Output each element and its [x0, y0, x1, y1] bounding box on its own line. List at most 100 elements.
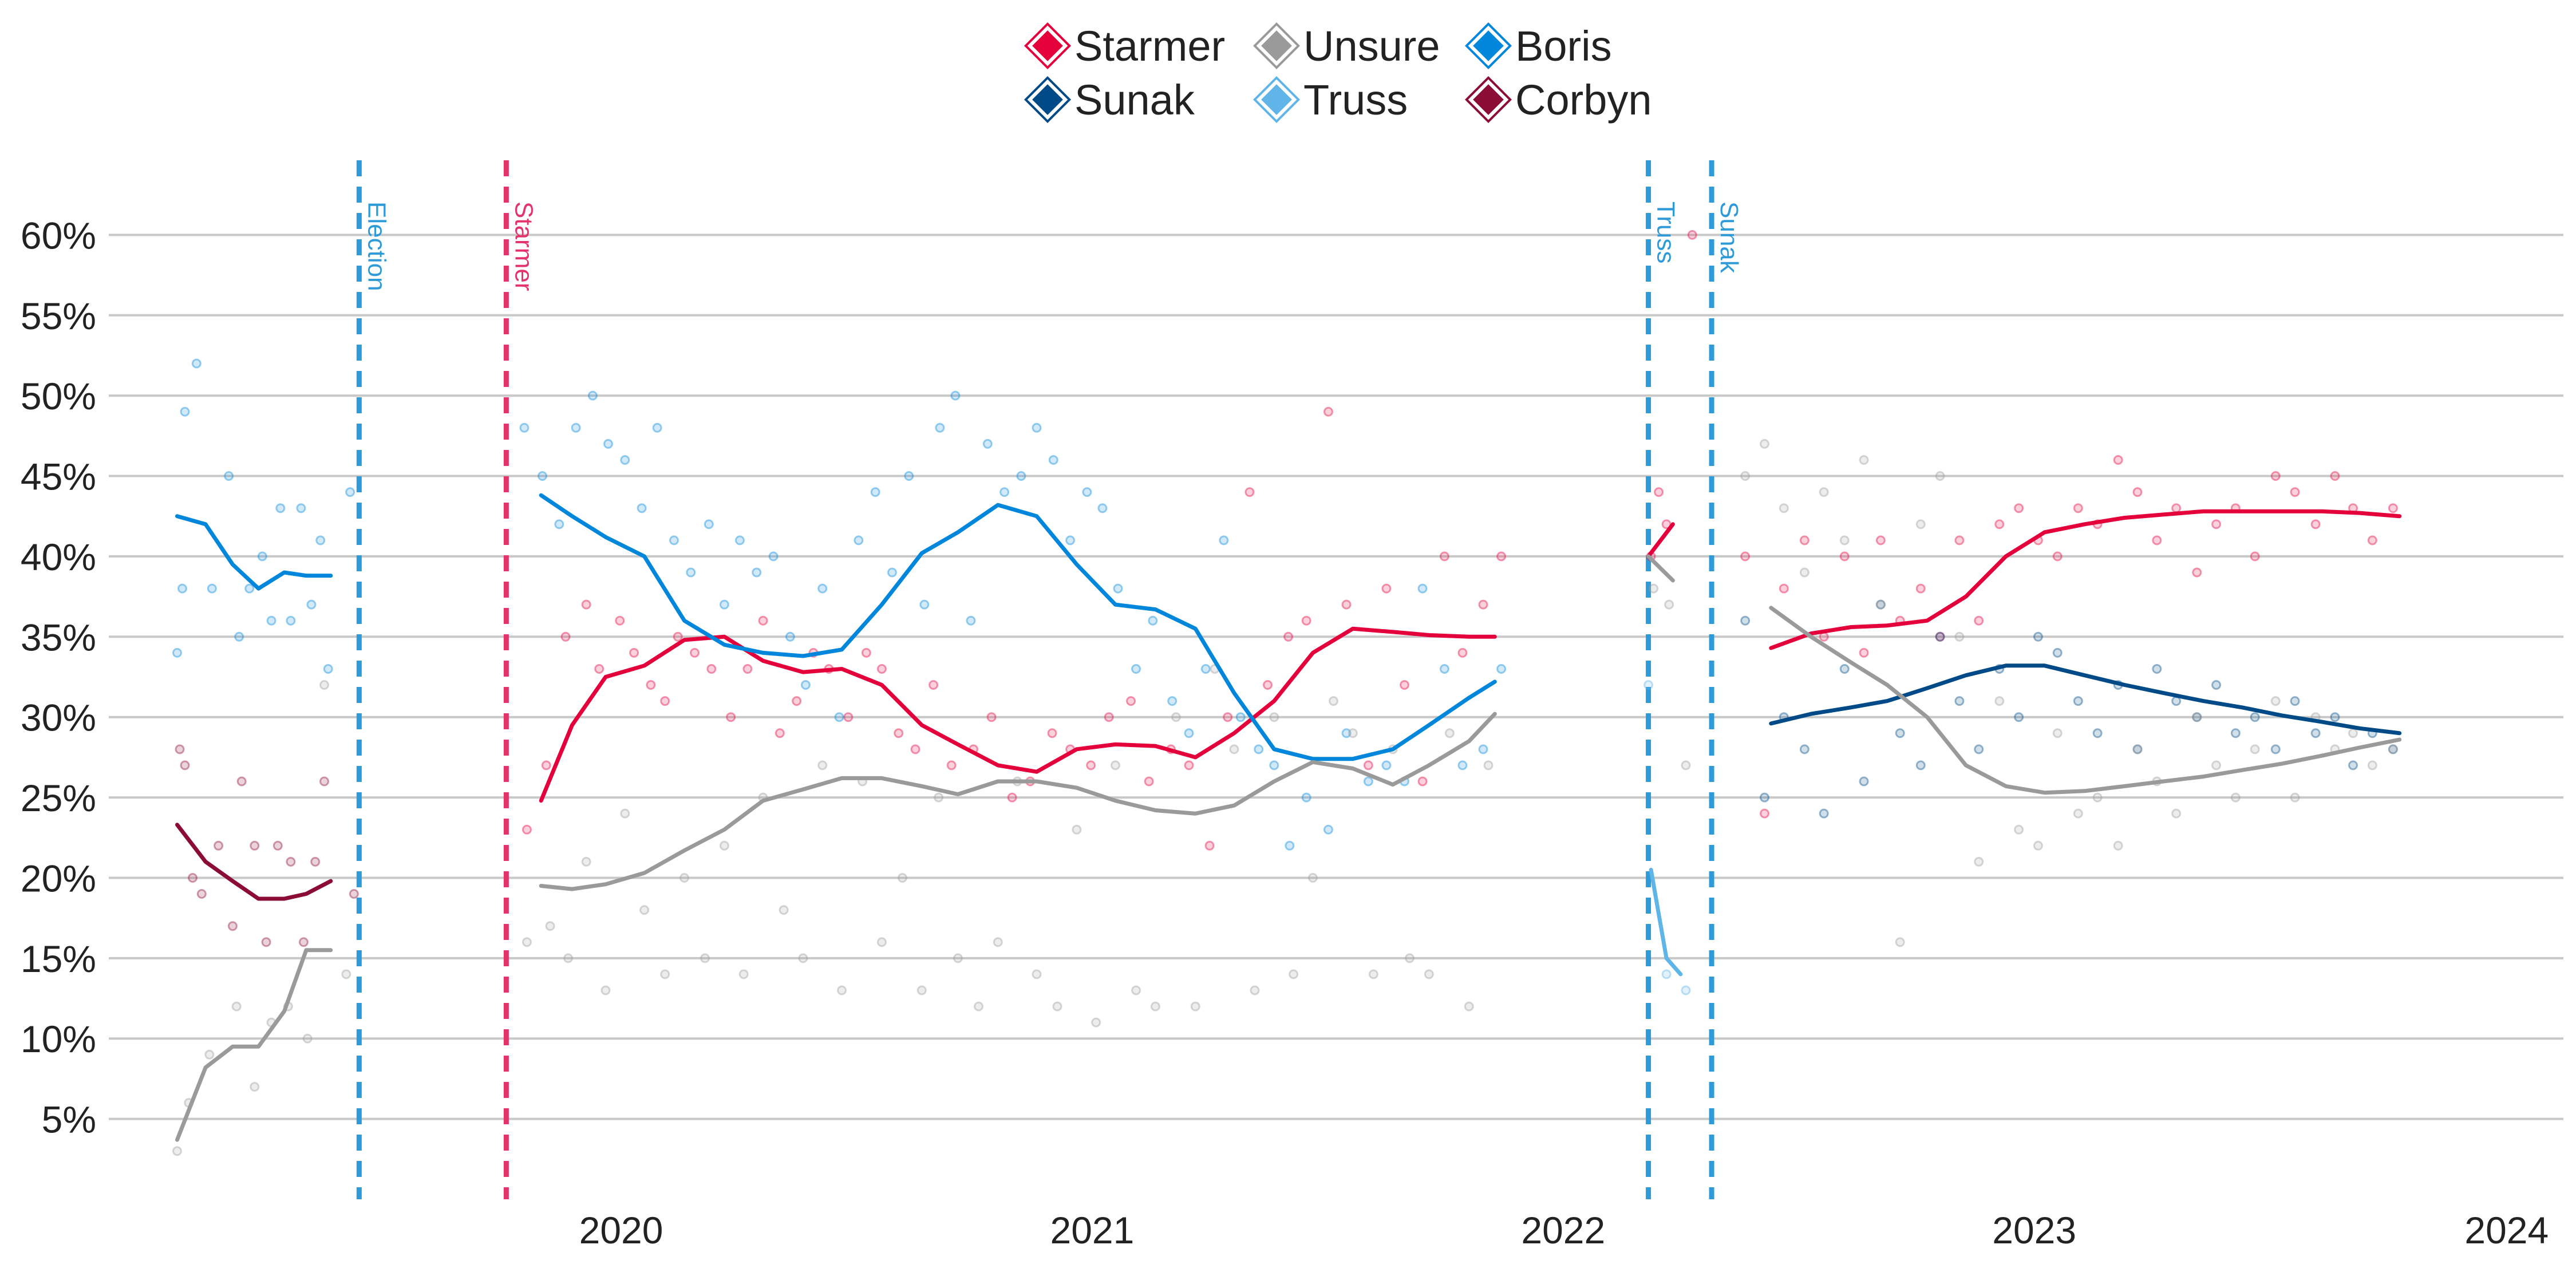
- poll-point-starmer: [2270, 471, 2281, 481]
- poll-point-starmer: [1263, 680, 1273, 690]
- poll-point-boris: [620, 455, 630, 465]
- poll-point-boris: [519, 422, 530, 433]
- poll-point-starmer: [1341, 599, 1352, 610]
- poll-point-boris: [904, 471, 914, 481]
- poll-point-corbyn: [310, 856, 321, 867]
- poll-point-sunak: [1799, 744, 1809, 754]
- legend-label: Truss: [1303, 76, 1408, 124]
- legend-item-boris: Boris: [1468, 22, 1657, 70]
- y-tick-label: 5%: [42, 1099, 96, 1141]
- poll-point-boris: [1200, 663, 1211, 674]
- x-tick-label: 2024: [2464, 1209, 2549, 1251]
- poll-point-sunak: [1915, 760, 1926, 771]
- poll-point-starmer: [894, 728, 904, 738]
- poll-point-boris: [1082, 487, 1092, 497]
- poll-point-boris: [1219, 535, 1229, 546]
- poll-point-starmer: [1417, 776, 1428, 787]
- x-tick-label: 2022: [1521, 1209, 1605, 1251]
- poll-point-boris: [257, 551, 267, 562]
- poll-point-starmer: [2152, 535, 2162, 546]
- poll-point-boris: [1478, 744, 1488, 754]
- poll-point-boris: [800, 680, 811, 690]
- legend-marker-diamond-icon: [1468, 25, 1509, 66]
- poll-point-unsure: [1483, 760, 1494, 771]
- poll-point-unsure: [1681, 760, 1691, 771]
- poll-point-starmer: [2211, 519, 2222, 530]
- poll-point-unsure: [2388, 744, 2398, 754]
- poll-point-unsure: [2348, 728, 2358, 738]
- poll-point-unsure: [876, 937, 887, 947]
- poll-point-boris: [752, 567, 762, 578]
- y-tick-label: 30%: [21, 697, 96, 739]
- poll-point-starmer: [1859, 647, 1869, 658]
- legend-label: Boris: [1515, 22, 1612, 70]
- poll-point-unsure: [600, 985, 611, 995]
- trend-line-sunak: [1769, 663, 2402, 736]
- poll-point-sunak: [2033, 631, 2043, 642]
- poll-point-starmer: [521, 824, 532, 835]
- poll-point-unsure: [1895, 937, 1905, 947]
- poll-point-unsure: [1150, 1001, 1160, 1012]
- poll-point-sunak: [2171, 696, 2182, 706]
- poll-point-sunak: [1954, 696, 1965, 706]
- poll-point-starmer: [1687, 230, 1697, 240]
- poll-point-boris: [966, 615, 976, 626]
- poll-point-corbyn: [298, 937, 309, 947]
- poll-point-boris: [854, 535, 864, 546]
- poll-point-boris: [887, 567, 897, 578]
- poll-point-unsure: [1131, 985, 1141, 995]
- poll-point-boris: [286, 615, 296, 626]
- poll-point-starmer: [1654, 487, 1664, 497]
- poll-point-corbyn: [214, 840, 224, 851]
- poll-point-boris: [1254, 744, 1264, 754]
- y-tick-labels: 5% 10% 15% 20% 25% 30% 35% 40% 45% 50% 55% 60%: [21, 214, 96, 1140]
- poll-point-unsure: [2052, 728, 2063, 738]
- poll-point-corbyn: [261, 937, 271, 947]
- poll-point-corbyn: [349, 889, 359, 899]
- legend-item-starmer: Starmer: [1027, 22, 1257, 70]
- legend-marker-diamond-icon: [1256, 25, 1297, 66]
- poll-point-unsure: [837, 985, 847, 995]
- poll-point-boris: [180, 406, 190, 417]
- poll-point-boris: [1439, 663, 1449, 674]
- poll-point-starmer: [1759, 808, 1769, 819]
- legend-label: Sunak: [1074, 76, 1195, 124]
- poll-point-unsure: [2073, 808, 2083, 819]
- poll-point-starmer: [1104, 712, 1114, 722]
- trend-line-starmer: [539, 626, 1497, 803]
- poll-point-starmer: [742, 663, 753, 674]
- poll-point-truss: [1643, 680, 1654, 690]
- poll-point-boris: [1301, 792, 1311, 803]
- poll-point-sunak: [2230, 728, 2241, 738]
- legend-item-corbyn: Corbyn: [1468, 76, 1657, 124]
- poll-point-sunak: [2132, 744, 2143, 754]
- poll-point-starmer: [1204, 840, 1215, 851]
- poll-point-sunak: [2348, 760, 2358, 771]
- y-tick-label: 60%: [21, 214, 96, 256]
- poll-point-starmer: [2330, 471, 2340, 481]
- poll-point-unsure: [1444, 728, 1455, 738]
- legend-item-unsure: Unsure: [1256, 22, 1468, 70]
- y-tick-label: 55%: [21, 295, 96, 337]
- event-label-truss: Truss: [1652, 202, 1680, 263]
- poll-point-corbyn: [319, 776, 329, 787]
- poll-point-unsure: [1875, 599, 1886, 610]
- poll-point-unsure: [2367, 760, 2377, 771]
- poll-point-unsure: [1935, 471, 1945, 481]
- poll-point-unsure: [953, 953, 963, 963]
- poll-point-unsure: [1839, 535, 1850, 546]
- poll-point-starmer: [2014, 503, 2024, 513]
- poll-point-unsure: [993, 937, 1003, 947]
- poll-point-starmer: [690, 647, 700, 658]
- poll-point-starmer: [1047, 728, 1057, 738]
- poll-point-sunak: [1839, 663, 1850, 674]
- poll-point-unsure: [1052, 1001, 1062, 1012]
- poll-point-unsure: [2270, 696, 2281, 706]
- poll-point-unsure: [1819, 487, 1829, 497]
- poll-point-starmer: [1935, 631, 1945, 642]
- poll-point-sunak: [2092, 728, 2103, 738]
- poll-point-unsure: [1229, 744, 1239, 754]
- poll-point-starmer: [1974, 615, 1984, 626]
- poll-point-boris: [704, 519, 714, 530]
- poll-point-starmer: [1496, 551, 1507, 562]
